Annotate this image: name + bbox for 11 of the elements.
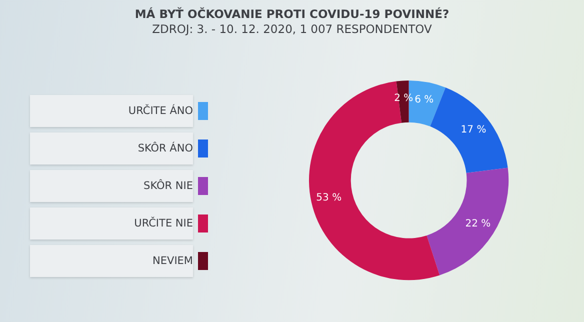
legend-label: URČITE ÁNO	[128, 104, 193, 117]
data-label: 6 %	[414, 94, 434, 106]
data-label: 17 %	[460, 124, 486, 136]
legend-label: SKÔR NIE	[144, 179, 193, 192]
chart-subtitle: ZDROJ: 3. - 10. 12. 2020, 1 007 RESPONDENTOV	[151, 22, 433, 37]
data-label: 53 %	[316, 192, 342, 204]
chart-title: MÁ BYŤ OČKOVANIE PROTI COVIDU-19 POVINNÉ?	[134, 7, 450, 21]
legend-label: NEVIEM	[152, 255, 193, 267]
legend-label: URČITE NIE	[134, 216, 193, 230]
data-label: 22 %	[465, 218, 491, 230]
legend-label: SKÔR ÁNO	[138, 142, 193, 154]
